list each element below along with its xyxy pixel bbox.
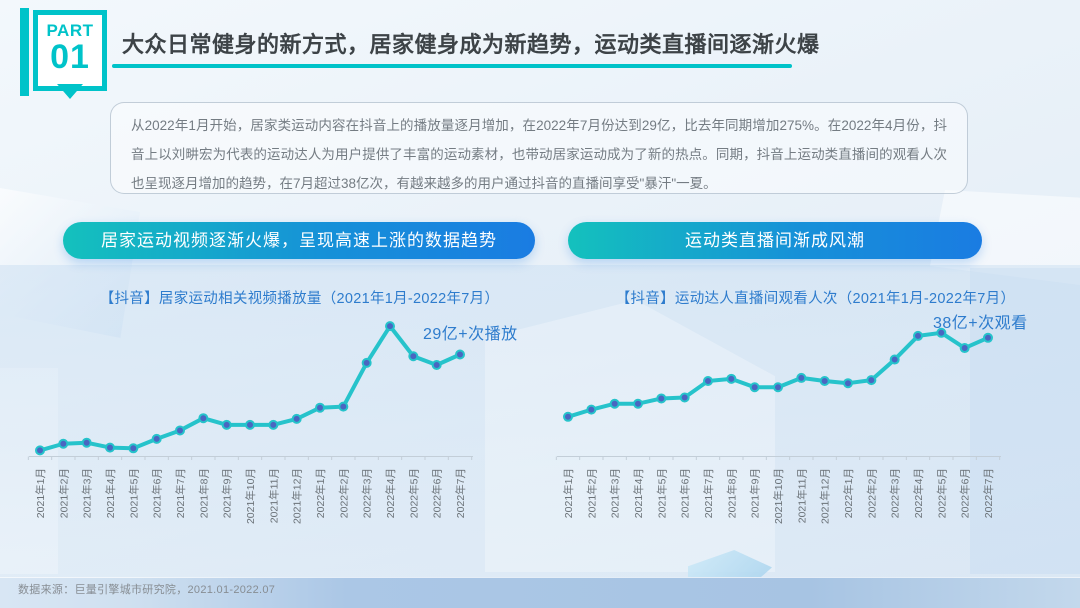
- svg-text:2022年3月: 2022年3月: [361, 468, 374, 518]
- part-label: PART: [46, 21, 94, 40]
- svg-text:2021年7月: 2021年7月: [702, 468, 715, 518]
- accent-bar: [20, 8, 29, 96]
- title-underline: [112, 64, 792, 68]
- part-number: 01: [50, 38, 90, 76]
- svg-text:2022年5月: 2022年5月: [935, 468, 948, 518]
- svg-text:2022年1月: 2022年1月: [842, 468, 855, 518]
- livestream-chart: 2021年1月 2021年2月 2021年3月 2021年4月 2021年5月 2021年…: [553, 308, 1058, 556]
- svg-text:2021年2月: 2021年2月: [585, 468, 598, 518]
- video-annotation: 29亿+次播放: [423, 326, 518, 343]
- svg-text:2021年9月: 2021年9月: [221, 468, 234, 518]
- svg-text:2021年2月: 2021年2月: [57, 468, 70, 518]
- video-chart-title: 【抖音】居家运动相关视频播放量（2021年1月-2022年7月）: [99, 291, 500, 307]
- video-chart: 2021年1月 2021年2月 2021年3月 2021年4月 2021年5月 2021年…: [25, 308, 530, 556]
- content-band: [0, 265, 1080, 577]
- summary-text: 从2022年1月开始，居家类运动内容在抖音上的播放量逐月增加，在2022年7月份…: [131, 118, 947, 191]
- svg-text:2021年9月: 2021年9月: [749, 468, 762, 518]
- svg-text:2022年6月: 2022年6月: [431, 468, 444, 518]
- livestream-annotation: 38亿+次观看: [933, 315, 1028, 332]
- data-source: 数据来源：巨量引擎城市研究院，2021.01-2022.07: [18, 584, 276, 596]
- svg-text:2021年10月: 2021年10月: [772, 468, 785, 524]
- svg-text:2021年3月: 2021年3月: [609, 468, 622, 518]
- livestream-chart-title: 【抖音】运动达人直播间观看人次（2021年1月-2022年7月）: [615, 291, 1016, 307]
- svg-text:2021年11月: 2021年11月: [795, 468, 808, 523]
- svg-text:2022年7月: 2022年7月: [982, 468, 995, 518]
- svg-text:2021年10月: 2021年10月: [244, 468, 257, 524]
- svg-text:2021年5月: 2021年5月: [127, 468, 140, 518]
- triangle-pointer-icon: [57, 84, 83, 99]
- svg-text:2021年1月: 2021年1月: [562, 468, 575, 518]
- svg-text:2021年1月: 2021年1月: [34, 468, 47, 518]
- svg-text:2021年8月: 2021年8月: [197, 468, 210, 518]
- svg-text:2022年6月: 2022年6月: [959, 468, 972, 518]
- part-badge: PART 01: [33, 10, 107, 99]
- svg-text:2021年6月: 2021年6月: [151, 468, 164, 518]
- video-line-chart: 2021年1月 2021年2月 2021年3月 2021年4月 2021年5月 2021年…: [27, 321, 473, 524]
- page-title: 大众日常健身的新方式，居家健身成为新趋势，运动类直播间逐渐火爆: [122, 32, 820, 57]
- svg-text:2022年5月: 2022年5月: [407, 468, 420, 518]
- svg-text:2021年7月: 2021年7月: [174, 468, 187, 518]
- svg-text:2022年1月: 2022年1月: [314, 468, 327, 518]
- svg-text:2021年6月: 2021年6月: [679, 468, 692, 518]
- video-trend-pill: 居家运动视频逐渐火爆，呈现高速上涨的数据趋势: [63, 222, 535, 259]
- svg-text:2022年4月: 2022年4月: [912, 468, 925, 518]
- svg-text:2021年3月: 2021年3月: [81, 468, 94, 518]
- svg-text:2021年4月: 2021年4月: [104, 468, 117, 518]
- svg-text:2021年5月: 2021年5月: [655, 468, 668, 518]
- svg-text:2022年4月: 2022年4月: [384, 468, 397, 518]
- svg-text:2022年2月: 2022年2月: [865, 468, 878, 518]
- livestream-line-chart: 2021年1月 2021年2月 2021年3月 2021年4月 2021年5月 2021年…: [555, 327, 1001, 524]
- summary-box: 从2022年1月开始，居家类运动内容在抖音上的播放量逐月增加，在2022年7月份…: [110, 102, 968, 194]
- footer-band: [0, 577, 1080, 608]
- livestream-trend-pill: 运动类直播间渐成风潮: [568, 222, 982, 259]
- svg-text:2021年12月: 2021年12月: [819, 468, 832, 524]
- svg-text:2021年8月: 2021年8月: [725, 468, 738, 518]
- svg-text:2022年2月: 2022年2月: [337, 468, 350, 518]
- svg-text:2021年12月: 2021年12月: [291, 468, 304, 524]
- svg-text:2021年4月: 2021年4月: [632, 468, 645, 518]
- svg-text:2022年7月: 2022年7月: [454, 468, 467, 518]
- svg-text:2021年11月: 2021年11月: [267, 468, 280, 523]
- svg-text:2022年3月: 2022年3月: [889, 468, 902, 518]
